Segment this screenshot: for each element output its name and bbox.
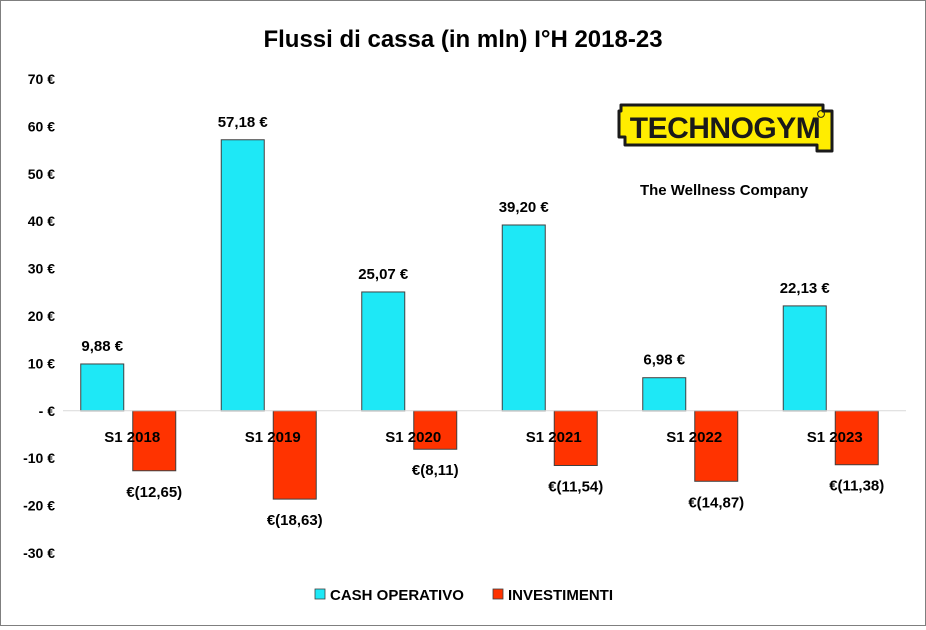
x-tick-label: S1 2022 <box>666 429 722 446</box>
x-tick-label: S1 2018 <box>104 429 160 446</box>
data-label-cash-operativo: 22,13 € <box>780 280 831 297</box>
x-axis: S1 2018 S1 2019 S1 2020 S1 2021 S1 2022 S1 20… <box>104 429 862 446</box>
bar-investimenti <box>553 410 598 466</box>
y-tick-label: 20 € <box>28 308 55 324</box>
data-label-investimenti: €(14,87) <box>688 494 744 511</box>
x-tick-label: S1 2019 <box>245 429 301 446</box>
logo-brand-text: TECHNOGYM <box>630 112 821 145</box>
chart-title: Flussi di cassa (in mln) I°H 2018-23 <box>263 26 662 53</box>
legend: CASH OPERATIVO INVESTIMENTI <box>314 587 613 604</box>
legend-label-cash-operativo: CASH OPERATIVO <box>330 587 464 604</box>
bar-investimenti <box>272 410 317 500</box>
y-tick-label: - € <box>39 403 56 419</box>
bar-investimenti <box>413 410 458 450</box>
bar-cash-operativo <box>782 305 827 412</box>
data-label-cash-operativo: 6,98 € <box>643 352 685 369</box>
data-label-investimenti: €(12,65) <box>126 484 182 501</box>
y-tick-label: 30 € <box>28 261 55 277</box>
bar-cash-operativo <box>220 139 265 412</box>
bar-investimenti <box>694 410 739 482</box>
y-tick-label: 70 € <box>28 71 55 87</box>
data-labels: 9,88 € €(12,65) 57,18 € €(18,63) 25,07 € €(8,… <box>81 114 884 529</box>
data-label-cash-operativo: 9,88 € <box>81 338 123 355</box>
data-label-cash-operativo: 25,07 € <box>358 266 409 283</box>
y-axis: 70 € 60 € 50 € 40 € 30 € 20 € 10 € - € -10 € -20 … <box>23 71 55 561</box>
bars <box>80 139 879 500</box>
bar-cash-operativo <box>80 363 125 412</box>
legend-swatch-investimenti <box>492 588 504 600</box>
data-label-investimenti: €(11,38) <box>829 478 884 495</box>
y-tick-label: -30 € <box>23 545 55 561</box>
bar-investimenti <box>834 410 879 466</box>
y-tick-label: 10 € <box>28 355 55 371</box>
data-label-cash-operativo: 39,20 € <box>499 199 550 216</box>
y-tick-label: -20 € <box>23 498 55 514</box>
x-tick-label: S1 2023 <box>807 429 863 446</box>
technogym-logo: TECHNOGYM <box>617 103 834 153</box>
x-tick-label: S1 2020 <box>385 429 441 446</box>
y-tick-label: -10 € <box>23 450 55 466</box>
y-tick-label: 60 € <box>28 118 55 134</box>
x-tick-label: S1 2021 <box>526 429 582 446</box>
legend-label-investimenti: INVESTIMENTI <box>508 587 613 604</box>
legend-swatch-cash-operativo <box>314 588 326 600</box>
data-label-investimenti: €(8,11) <box>412 462 459 479</box>
bar-cash-operativo <box>501 224 546 412</box>
logo-tagline: The Wellness Company <box>640 182 809 199</box>
data-label-cash-operativo: 57,18 € <box>218 114 269 131</box>
y-tick-label: 50 € <box>28 166 55 182</box>
data-label-investimenti: €(18,63) <box>267 512 323 529</box>
data-label-investimenti: €(11,54) <box>548 478 603 495</box>
bar-cash-operativo <box>642 377 687 412</box>
bar-cash-operativo <box>361 291 406 412</box>
bar-investimenti <box>132 410 177 472</box>
y-tick-label: 40 € <box>28 213 55 229</box>
